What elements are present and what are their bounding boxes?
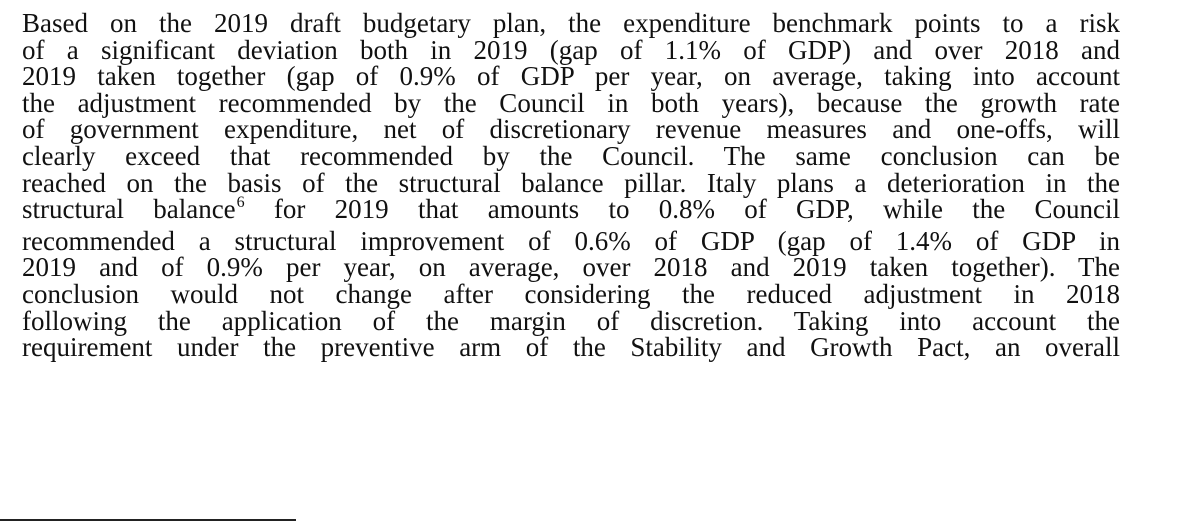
text-segment: for 2019 that amounts to 0.8% of GDP, wh… — [244, 194, 1120, 225]
text-line: following the application of the margin … — [22, 305, 1120, 336]
text-line: of government expenditure, net of discre… — [22, 114, 1120, 145]
text-segment: structural balance — [22, 194, 236, 225]
text-line: conclusion would not change after consid… — [22, 278, 1120, 309]
body-paragraph: Based on the 2019 draft budgetary plan, … — [22, 10, 1120, 361]
text-line-with-footnote: structural balance6 for 2019 that amount… — [22, 194, 1120, 228]
text-line: the adjustment recommended by the Counci… — [22, 87, 1120, 118]
text-line: recommended a structural improvement of … — [22, 225, 1120, 256]
footnote-separator — [0, 519, 296, 521]
text-line: clearly exceed that recommended by the C… — [22, 140, 1120, 171]
text-line: 2019 taken together (gap of 0.9% of GDP … — [22, 61, 1120, 92]
text-line: requirement under the preventive arm of … — [22, 332, 1120, 363]
text-line: of a significant deviation both in 2019 … — [22, 34, 1120, 65]
text-line: Based on the 2019 draft budgetary plan, … — [22, 8, 1120, 38]
text-line: 2019 and of 0.9% per year, on average, o… — [22, 252, 1120, 283]
text-line: reached on the basis of the structural b… — [22, 167, 1120, 198]
footnote-reference[interactable]: 6 — [236, 194, 245, 212]
